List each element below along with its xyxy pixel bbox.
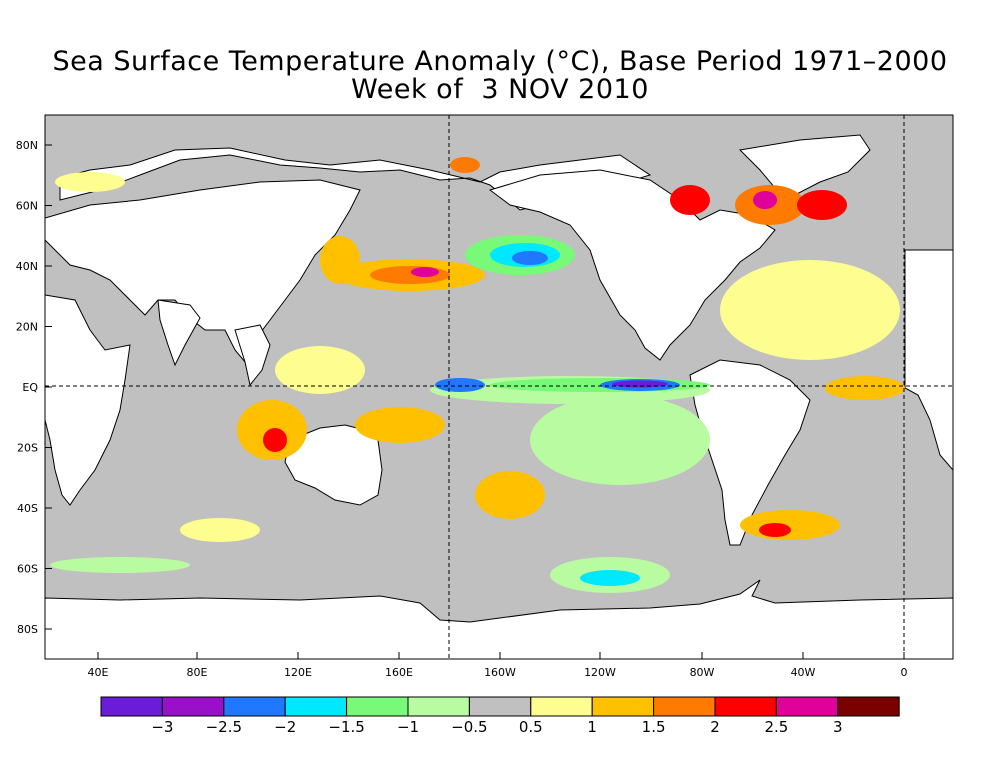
lon-tick-label: 80W xyxy=(690,666,715,679)
greenland-landmass xyxy=(738,134,871,196)
warm-anomaly-tropical-atlantic xyxy=(720,260,900,360)
warm-anomaly-maritime-continent xyxy=(275,346,365,394)
hot-anomaly-south-atlantic xyxy=(759,523,791,537)
warm-anomaly-south-pacific xyxy=(475,471,545,519)
hot-anomaly-west-australia xyxy=(263,428,287,452)
colorbar-swatch xyxy=(407,696,470,717)
colorbar-swatch xyxy=(346,696,409,717)
lon-tick-label: 40E xyxy=(88,666,109,679)
hot-anomaly-north-pacific xyxy=(411,267,439,277)
lon-tick-label: 40W xyxy=(791,666,816,679)
colorbar-label: 0.5 xyxy=(519,718,543,736)
south-america-landmass xyxy=(689,359,811,546)
colorbar-swatch xyxy=(223,696,286,717)
lat-tick-label: EQ xyxy=(22,381,38,394)
africa-east-landmass xyxy=(904,249,953,471)
lon-tick-label: 160E xyxy=(385,666,413,679)
latitude-axis: 80N 60N 40N 20N EQ 20S 40S 60S 80S xyxy=(16,139,52,636)
colorbar-label: −3 xyxy=(151,718,173,736)
warm-anomaly-barents-sea xyxy=(55,172,125,192)
longitude-axis: 40E 80E 120E 160E 160W 120W 80W 40W 0 xyxy=(88,652,908,679)
colorbar-label: −2.5 xyxy=(206,718,242,736)
colorbar-swatch xyxy=(837,696,900,717)
colorbar-label: −2 xyxy=(274,718,296,736)
warm-anomaly-coral-sea xyxy=(355,407,445,443)
colorbar-label: 2 xyxy=(710,718,720,736)
map-field xyxy=(45,115,953,659)
chart-subtitle: Week of 3 NOV 2010 xyxy=(351,74,649,105)
lat-tick-label: 80S xyxy=(17,623,38,636)
warm-anomaly-equatorial-atlantic xyxy=(825,376,905,400)
hot-anomaly-hudson-bay xyxy=(670,185,710,215)
hot-anomaly-labrador-sea xyxy=(753,191,777,209)
colorbar-label: 1 xyxy=(587,718,597,736)
lat-tick-label: 60N xyxy=(16,200,38,213)
colorbar-label: −1 xyxy=(397,718,419,736)
lon-tick-label: 160W xyxy=(484,666,516,679)
hot-anomaly-north-atlantic xyxy=(797,190,847,220)
colorbar-swatch xyxy=(530,696,593,717)
colder-anomaly-northeast-pacific xyxy=(512,251,548,265)
colorbar-label: −0.5 xyxy=(451,718,487,736)
cold-anomaly-central-pacific xyxy=(435,378,485,392)
colorbar-label: 2.5 xyxy=(764,718,788,736)
colorbar-swatch xyxy=(284,696,348,717)
colorbar-swatch xyxy=(775,696,839,717)
colorbar-swatch xyxy=(714,696,777,717)
africa-landmass xyxy=(45,294,131,506)
india-landmass xyxy=(157,299,201,367)
australia-landmass xyxy=(284,424,383,506)
lat-tick-label: 60S xyxy=(17,563,38,576)
cool-anomaly-southeast-pacific xyxy=(530,395,710,485)
lon-tick-label: 80E xyxy=(187,666,208,679)
lat-tick-label: 20S xyxy=(17,442,38,455)
cool-anomaly-south-indian xyxy=(50,557,190,573)
warm-anomaly-japan xyxy=(320,236,360,284)
lon-tick-label: 120W xyxy=(584,666,616,679)
colorbar-label: −1.5 xyxy=(328,718,364,736)
colorbar: −3 −2.5 −2 −1.5 −1 −0.5 0.5 1 1.5 2 2.5 3 xyxy=(100,696,900,736)
antarctica-landmass xyxy=(45,579,953,659)
lat-tick-label: 20N xyxy=(16,321,38,334)
colorbar-swatch xyxy=(591,696,655,717)
warm-anomaly-south-atlantic xyxy=(740,510,840,540)
colorbar-swatch xyxy=(161,696,225,717)
lat-tick-label: 80N xyxy=(16,139,38,152)
colorbar-label: 3 xyxy=(833,718,843,736)
warm-anomaly-bering-sea xyxy=(450,157,480,173)
chart-title: Sea Surface Temperature Anomaly (°C), Ba… xyxy=(52,46,948,77)
lon-tick-label: 120E xyxy=(284,666,312,679)
lon-tick-label: 0 xyxy=(901,666,908,679)
colorbar-swatch xyxy=(468,696,532,717)
cold-anomaly-southern-ocean xyxy=(580,570,640,586)
lat-tick-label: 40S xyxy=(17,502,38,515)
southeast-asia-landmass xyxy=(234,324,271,387)
lat-tick-label: 40N xyxy=(16,260,38,273)
colorbar-label: 1.5 xyxy=(642,718,666,736)
colorbar-swatch xyxy=(100,696,163,717)
colorbar-swatch xyxy=(653,696,716,717)
warm-anomaly-north-pacific-core xyxy=(370,266,450,284)
warm-anomaly-southern-indian xyxy=(180,518,260,542)
